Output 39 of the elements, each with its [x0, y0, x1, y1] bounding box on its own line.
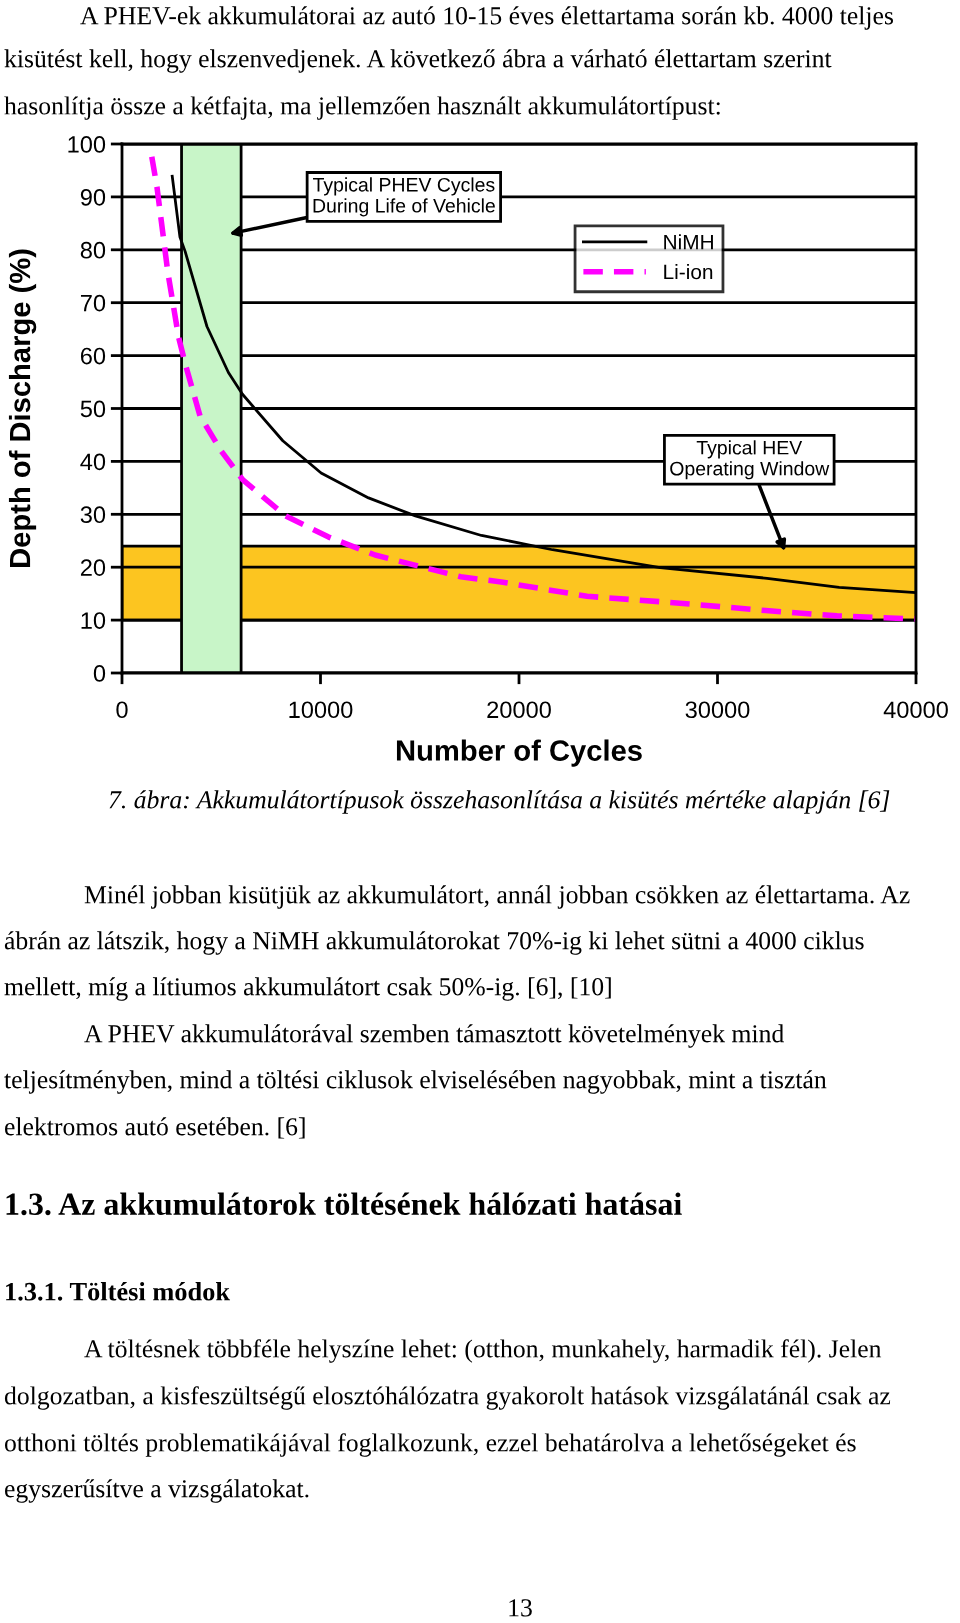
band-label: Typical PHEV Cycles During Life of Vehicle — [313, 177, 495, 217]
y-tick-label: 100 — [68, 136, 106, 153]
text: elektromos autó esetében. [6] — [5, 1117, 305, 1139]
y-tick-label: 60 — [80, 347, 106, 365]
text: kisütést kell, hogy elszenvedjenek. A következő ábra a várható élettartam szerint — [4, 49, 832, 73]
x-tick-label: 30000 — [685, 701, 750, 719]
band-label: Typical HEV Operating Window — [670, 440, 830, 480]
text: A PHEV akkumulátorával szemben támasztott követelmények mind — [84, 1024, 784, 1048]
y-tick-label: 80 — [80, 241, 106, 259]
text: 1.3. Az akkumulátorok töltésének hálózati hatásai — [6, 1192, 682, 1216]
y-tick-label: 20 — [80, 559, 106, 576]
text: Minél jobban kisütjük az akkumulátort, annál jobban csökken az élettartama. Az — [84, 885, 910, 909]
y-axis-title: Depth of Discharge (%) — [8, 249, 37, 567]
y-tick-label: 50 — [80, 400, 106, 418]
x-tick-label: 40000 — [883, 701, 948, 719]
text: 13 — [509, 1599, 532, 1617]
y-tick-label: 10 — [81, 612, 106, 629]
y-tick-label: 0 — [93, 665, 106, 682]
y-tick-label: 40 — [80, 453, 106, 471]
x-axis-title: Number of Cycles — [396, 739, 642, 767]
text: A PHEV-ek akkumulátorai az autó 10-15 éves élettartama során kb. 4000 teljes — [80, 6, 893, 30]
text: 1.3.1. Töltési módok — [6, 1282, 231, 1301]
y-tick-label: 70 — [80, 294, 106, 312]
text: ábrán az látszik, hogy a NiMH akkumulátorokat 70%-ig ki lehet sütni a 4000 ciklus — [4, 931, 864, 955]
legend-label: NiMH — [664, 234, 713, 250]
text: 7. ábra: Akkumulátortípusok összehasonlítása a kisütés mértéke alapján [6] — [109, 790, 890, 814]
text: A töltésnek többféle helyszíne lehet: (otthon, munkahely, harmadik fél). Jelen — [84, 1339, 882, 1363]
x-tick-label: 10000 — [289, 701, 353, 719]
text: mellett, míg a lítiumos akkumulátort csak 50%-ig. [6], [10] — [4, 977, 611, 1001]
y-tick-label: 30 — [80, 506, 106, 524]
x-tick-label: 0 — [116, 701, 128, 719]
text: otthoni töltés problematikájával foglalkozunk, ezzel behatárolva a lehetőségeket és — [4, 1433, 856, 1457]
x-tick-label: 20000 — [487, 701, 551, 719]
y-tick-label: 90 — [80, 188, 106, 206]
legend-label: Li-ion — [664, 264, 713, 280]
text: egyszerűsítve a vizsgálatokat. — [5, 1479, 309, 1503]
text: teljesítményben, mind a töltési ciklusok elviselésében nagyobbak, mint a tisztán — [4, 1070, 827, 1094]
text: hasonlítja össze a kétfajta, ma jellemzően használt akkumulátortípust: — [4, 96, 720, 120]
text: dolgozatban, a kisfeszültségű elosztóhálózatra gyakorolt hatások vizsgálatánál csak az — [4, 1386, 891, 1410]
